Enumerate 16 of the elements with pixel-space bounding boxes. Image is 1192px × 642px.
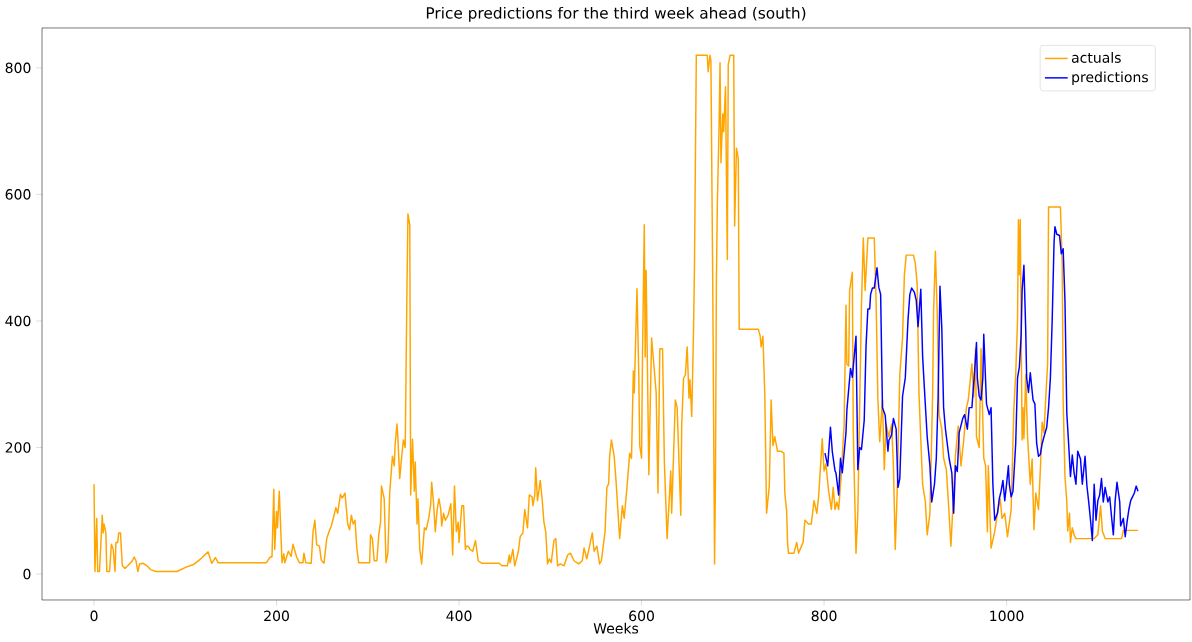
x-tick-label: 400 (446, 610, 472, 622)
x-tick-label: 600 (629, 610, 654, 622)
y-tick-label: 800 (5, 62, 31, 74)
x-tick-label: 800 (811, 610, 837, 622)
y-tick-label: 400 (5, 315, 31, 327)
x-tick-label: 0 (90, 610, 98, 622)
y-tick-label: 600 (5, 189, 31, 200)
legend-label: predictions (1072, 71, 1148, 86)
y-tick-label: 0 (23, 568, 31, 580)
line-series (824, 225, 1139, 542)
x-tick-label: 200 (264, 610, 289, 622)
x-tick-label: 1000 (990, 610, 1024, 622)
chart-title: Price predictions for the third week ahead (south) (426, 6, 806, 22)
y-tick-label: 200 (5, 442, 31, 453)
legend-label: actuals (1071, 52, 1121, 63)
x-axis-title: Weeks (593, 622, 639, 634)
